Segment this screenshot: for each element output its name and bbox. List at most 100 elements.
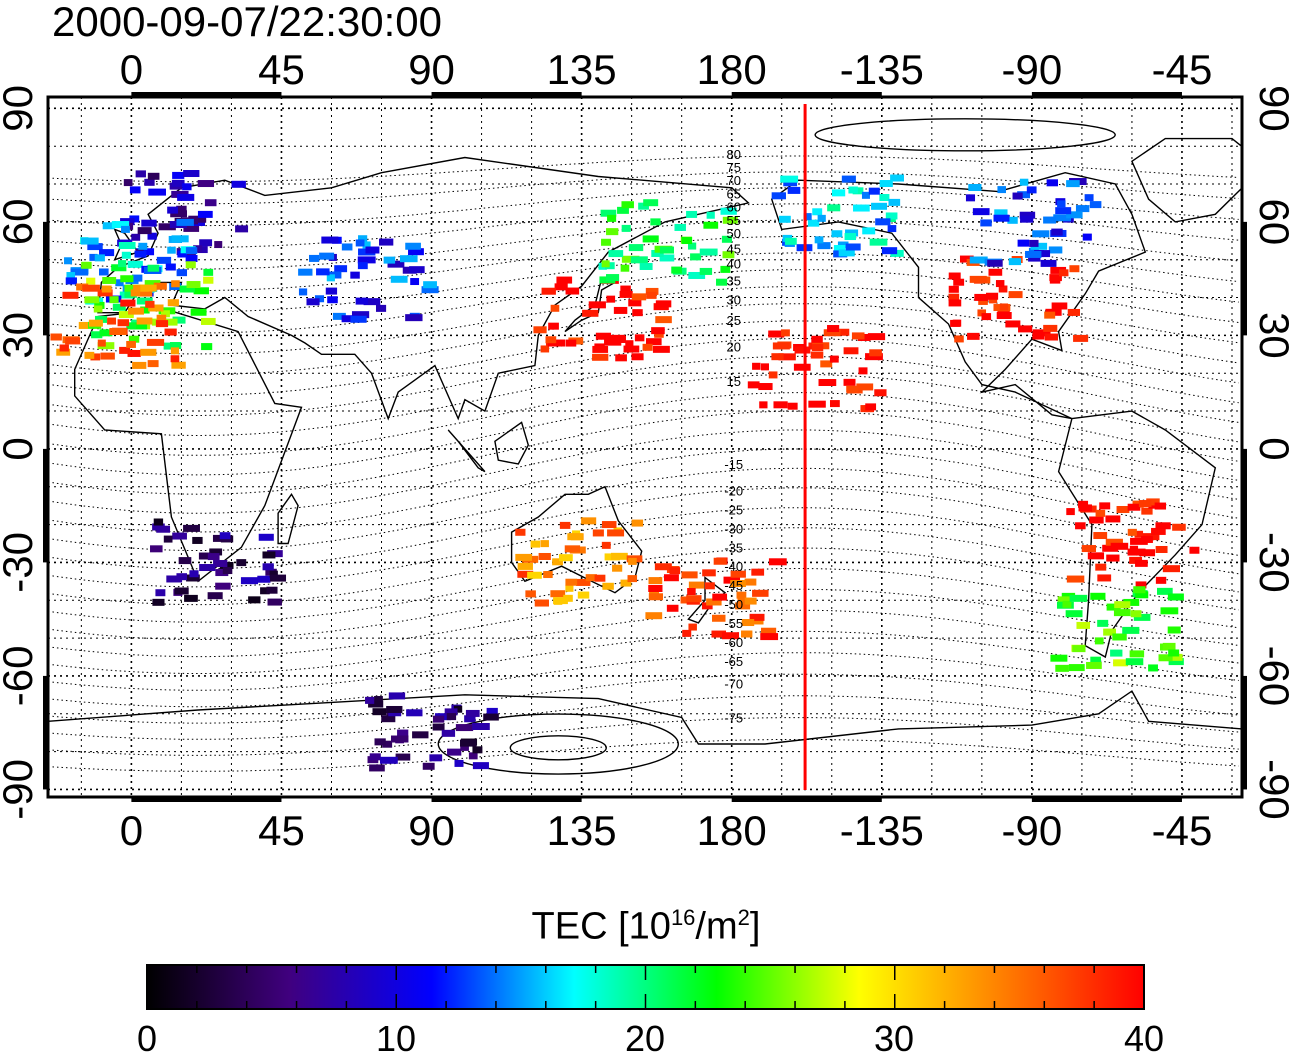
contour-label: -60 (724, 635, 743, 650)
tec-data-point (634, 334, 645, 342)
tec-data-point (397, 729, 409, 737)
contour-line (48, 673, 1239, 724)
lon-tick-label-bottom: 135 (547, 807, 617, 854)
tec-data-point (702, 569, 716, 577)
lon-tick-label-bottom: 45 (258, 807, 305, 854)
tec-data-point (869, 238, 888, 246)
tec-data-point (669, 567, 681, 575)
tec-data-point (140, 348, 157, 356)
tec-data-point (1032, 230, 1050, 238)
tec-data-point (1135, 581, 1147, 589)
tec-data-point (652, 345, 670, 353)
tec-data-point (515, 528, 526, 536)
contour-label: -50 (724, 597, 743, 612)
lon-tick-label-top: 180 (697, 46, 767, 93)
tec-data-point (843, 347, 859, 355)
tec-data-point (130, 289, 141, 297)
tec-data-point (369, 764, 385, 772)
tec-data-point (993, 214, 1010, 222)
tec-data-point (752, 362, 761, 370)
coastline (447, 429, 486, 473)
tec-data-point (530, 540, 541, 548)
tec-data-point (833, 328, 850, 336)
tec-data-point (848, 186, 858, 194)
tec-data-point (235, 225, 249, 233)
tec-data-point (768, 330, 785, 338)
tec-data-point (387, 260, 405, 268)
tec-data-point (306, 298, 320, 306)
lon-tick-label-bottom: -45 (1152, 807, 1213, 854)
tec-data-point (1019, 211, 1036, 219)
tec-data-point (621, 201, 634, 209)
tec-data-point (585, 574, 597, 582)
tec-data-point (88, 319, 103, 327)
tec-data-point (1050, 654, 1068, 662)
tec-data-point (165, 263, 176, 271)
tec-data-point (1051, 228, 1063, 236)
lat-tick-label-right: -60 (1251, 646, 1292, 707)
tec-data-point (1044, 311, 1056, 319)
tec-data-point (582, 309, 599, 317)
colorbar-title-end: ] (749, 905, 761, 948)
tec-data-point (645, 612, 663, 620)
tec-data-point (400, 255, 418, 263)
tec-data-point (214, 241, 223, 249)
tec-data-point (176, 205, 187, 213)
tec-data-point (156, 314, 167, 322)
tec-data-point (260, 587, 270, 595)
tec-data-point (101, 285, 112, 293)
tec-data-point (1160, 607, 1179, 615)
lat-tick-label-right: 90 (1251, 85, 1292, 132)
tec-data-point (615, 354, 627, 362)
tec-data-point (472, 722, 490, 730)
tec-data-point (171, 280, 180, 288)
tec-data-point (118, 242, 136, 250)
tec-data-point (601, 260, 610, 268)
tec-data-point (833, 245, 846, 253)
tec-data-point (577, 591, 590, 599)
tec-data-point (540, 345, 550, 353)
tec-data-point (711, 630, 727, 638)
tec-data-point (875, 218, 891, 226)
tec-data-point (327, 296, 338, 304)
tec-data-point (266, 586, 278, 594)
tec-data-point (156, 256, 172, 264)
tec-data-point (948, 272, 961, 280)
tec-data-point (189, 570, 199, 578)
timestamp-title: 2000-09-07/22:30:00 (52, 0, 442, 45)
tec-data-point (432, 723, 445, 731)
tec-data-point (888, 198, 901, 206)
tec-data-point (1066, 508, 1075, 516)
tec-data-point (193, 287, 209, 295)
lon-tick-label-top: 90 (408, 46, 455, 93)
tec-data-point (576, 578, 591, 586)
tec-data-point (1112, 633, 1127, 641)
tec-data-point (1090, 592, 1106, 600)
tec-data-point (321, 236, 339, 244)
tec-data-point (172, 316, 186, 324)
tec-data-point (176, 269, 188, 277)
tec-data-point (355, 297, 368, 305)
tec-data-point (350, 271, 360, 279)
tec-data-point (879, 194, 890, 202)
tec-data-point (1123, 598, 1140, 606)
tec-data-point (152, 523, 165, 531)
tec-data-point (422, 762, 435, 770)
tec-data-point (446, 713, 457, 721)
tec-data-point (967, 332, 980, 340)
tec-data-point (213, 560, 228, 568)
tec-data-point (1048, 246, 1063, 254)
contour-label: 35 (726, 274, 740, 289)
lon-tick-label-top: -90 (1002, 46, 1063, 93)
tec-data-point (780, 329, 790, 337)
tec-data-point (1141, 507, 1153, 515)
tec-data-point (721, 235, 733, 243)
tec-data-point (978, 297, 988, 305)
tec-data-point (1005, 320, 1021, 328)
contour-label: 50 (726, 226, 740, 241)
tec-data-point (643, 199, 659, 207)
tec-data-point (102, 222, 115, 230)
tec-data-point (1105, 515, 1121, 523)
tec-data-point (648, 584, 663, 592)
contour-label: -30 (724, 521, 743, 536)
